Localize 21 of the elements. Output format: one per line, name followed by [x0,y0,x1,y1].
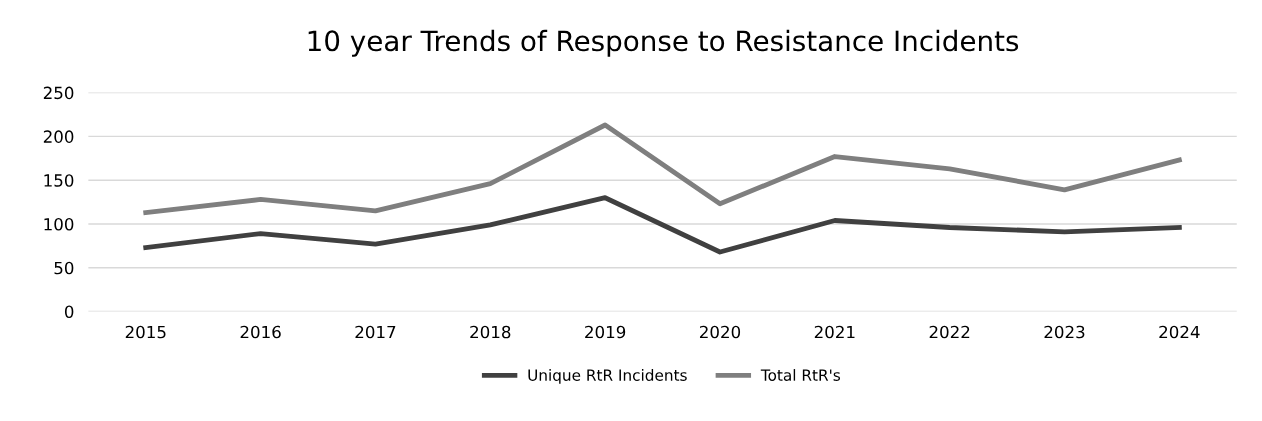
y-tick-label: 250 [43,86,74,100]
x-tick-label: 2015 [125,325,166,339]
legend-label: Total RtR's [760,369,841,381]
x-tick-label: 2022 [929,325,970,339]
y-tick-label: 0 [64,305,74,319]
y-tick-label: 100 [44,217,74,231]
y-tick-label: 50 [54,261,74,275]
x-tick-label: 2021 [814,325,855,339]
line-series [143,195,1182,255]
x-tick-label: 2019 [585,325,626,339]
legend-label: Unique RtR Incidents [528,369,687,384]
x-tick-label: 2018 [470,325,511,339]
x-tick-label: 2017 [355,325,396,339]
line-series [143,122,1182,216]
y-tick-label: 150 [44,174,74,187]
x-tick-label: 2023 [1044,325,1085,339]
chart-title: 10 year Trends of Response to Resistance Incidents [308,29,1019,57]
x-tick-label: 2016 [240,325,281,339]
x-tick-label: 2020 [699,325,741,339]
y-tick-label: 200 [43,130,74,143]
x-tick-label: 2024 [1159,325,1200,339]
